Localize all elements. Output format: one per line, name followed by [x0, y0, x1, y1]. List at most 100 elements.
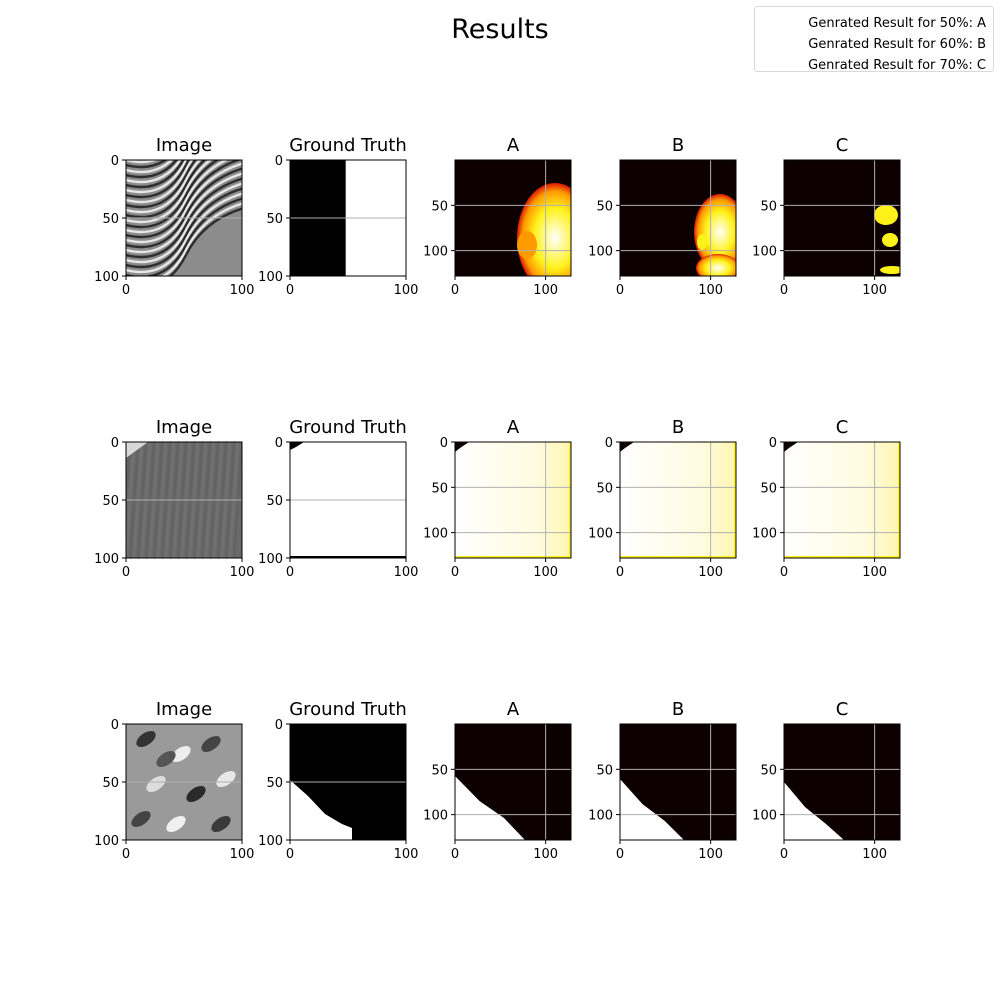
x-tick-label: 0	[122, 847, 130, 862]
y-tick-label: 100	[423, 809, 448, 824]
axes-frame	[619, 723, 737, 841]
subplot-r1c5: C 0 100 50 100	[752, 135, 901, 298]
x-tick-label: 0	[122, 565, 130, 580]
subplot-r1c3: A 0 100 50 100	[423, 135, 572, 298]
legend-entry-c: Genrated Result for 70%: C	[808, 58, 986, 73]
subplot-title: A	[507, 417, 520, 438]
panel-content	[620, 724, 736, 840]
y-tick-label: 0	[605, 436, 613, 451]
y-tick-label: 50	[102, 776, 119, 791]
subplot-r3c3: A 0 100 50 100	[423, 699, 572, 862]
panel-content	[455, 724, 571, 840]
panel-content	[784, 442, 900, 558]
axes-frame	[454, 723, 572, 841]
y-tick-label: 50	[760, 763, 777, 778]
subplot-title: B	[672, 417, 684, 438]
y-tick-label: 50	[596, 481, 613, 496]
y-tick-label: 100	[752, 809, 777, 824]
x-tick-label: 0	[286, 565, 294, 580]
y-tick-label: 0	[769, 436, 777, 451]
x-tick-label: 0	[616, 847, 624, 862]
legend-entry-a: Genrated Result for 50%: A	[808, 16, 986, 31]
x-tick-label: 0	[780, 847, 788, 862]
subplot-title: Ground Truth	[289, 699, 407, 720]
y-tick-label: 0	[275, 154, 283, 169]
subplot-r2c4: B 0 100 0 50 100	[588, 417, 737, 580]
axes-frame	[783, 723, 901, 841]
x-tick-label: 100	[533, 847, 558, 862]
y-tick-label: 50	[596, 199, 613, 214]
axes-frame	[619, 441, 737, 559]
y-tick-label: 50	[266, 212, 283, 227]
y-tick-label: 100	[752, 245, 777, 260]
y-tick-label: 100	[258, 834, 283, 849]
y-tick-label: 50	[266, 776, 283, 791]
subplot-r1c4: B 0 100 50 100	[588, 135, 737, 298]
legend-entry-b: Genrated Result for 60%: B	[808, 37, 986, 52]
y-tick-label: 50	[760, 481, 777, 496]
x-tick-label: 100	[698, 565, 723, 580]
x-tick-label: 100	[394, 565, 419, 580]
y-tick-label: 0	[111, 154, 119, 169]
x-tick-label: 0	[286, 847, 294, 862]
x-tick-label: 0	[122, 283, 130, 298]
subplot-title: A	[507, 135, 520, 156]
legend: Genrated Result for 50%: A Genrated Resu…	[754, 6, 994, 73]
panel-content	[126, 160, 242, 276]
panel-content	[455, 160, 571, 276]
panel-content	[620, 442, 736, 558]
x-tick-label: 100	[698, 283, 723, 298]
x-tick-label: 100	[230, 283, 255, 298]
x-tick-label: 100	[230, 565, 255, 580]
y-tick-label: 0	[275, 718, 283, 733]
y-tick-label: 100	[94, 270, 119, 285]
y-tick-label: 0	[111, 436, 119, 451]
y-tick-label: 50	[760, 199, 777, 214]
y-tick-label: 50	[266, 494, 283, 509]
y-tick-label: 50	[102, 212, 119, 227]
subplot-r3c4: B 0 100 50 100	[588, 699, 737, 862]
x-tick-label: 100	[533, 565, 558, 580]
axes-frame	[619, 159, 737, 277]
y-tick-label: 50	[102, 494, 119, 509]
x-tick-label: 100	[862, 283, 887, 298]
axes-frame	[454, 159, 572, 277]
y-tick-label: 100	[423, 245, 448, 260]
y-tick-label: 0	[275, 436, 283, 451]
x-tick-label: 100	[533, 283, 558, 298]
axes-frame	[783, 441, 901, 559]
axes-frame	[783, 159, 901, 277]
y-tick-label: 50	[431, 199, 448, 214]
panel-content	[455, 442, 571, 558]
x-tick-label: 0	[451, 565, 459, 580]
x-tick-label: 0	[451, 847, 459, 862]
panel-content	[620, 160, 736, 276]
y-tick-label: 0	[111, 718, 119, 733]
subplot-title: C	[836, 699, 849, 720]
x-tick-label: 100	[862, 847, 887, 862]
y-tick-label: 50	[431, 481, 448, 496]
subplot-title: Image	[156, 699, 212, 720]
subplot-title: B	[672, 699, 684, 720]
y-tick-label: 100	[588, 527, 613, 542]
subplot-title: Image	[156, 135, 212, 156]
x-tick-label: 0	[616, 565, 624, 580]
y-tick-label: 100	[258, 270, 283, 285]
y-tick-label: 100	[423, 527, 448, 542]
y-tick-label: 100	[94, 552, 119, 567]
axes-frame	[454, 441, 572, 559]
subplot-r2c5: C 0 100 0 50 100	[752, 417, 901, 580]
subplot-title: B	[672, 135, 684, 156]
y-tick-label: 100	[588, 245, 613, 260]
subplot-title: Image	[156, 417, 212, 438]
x-tick-label: 0	[780, 283, 788, 298]
x-tick-label: 0	[616, 283, 624, 298]
x-tick-label: 0	[286, 283, 294, 298]
